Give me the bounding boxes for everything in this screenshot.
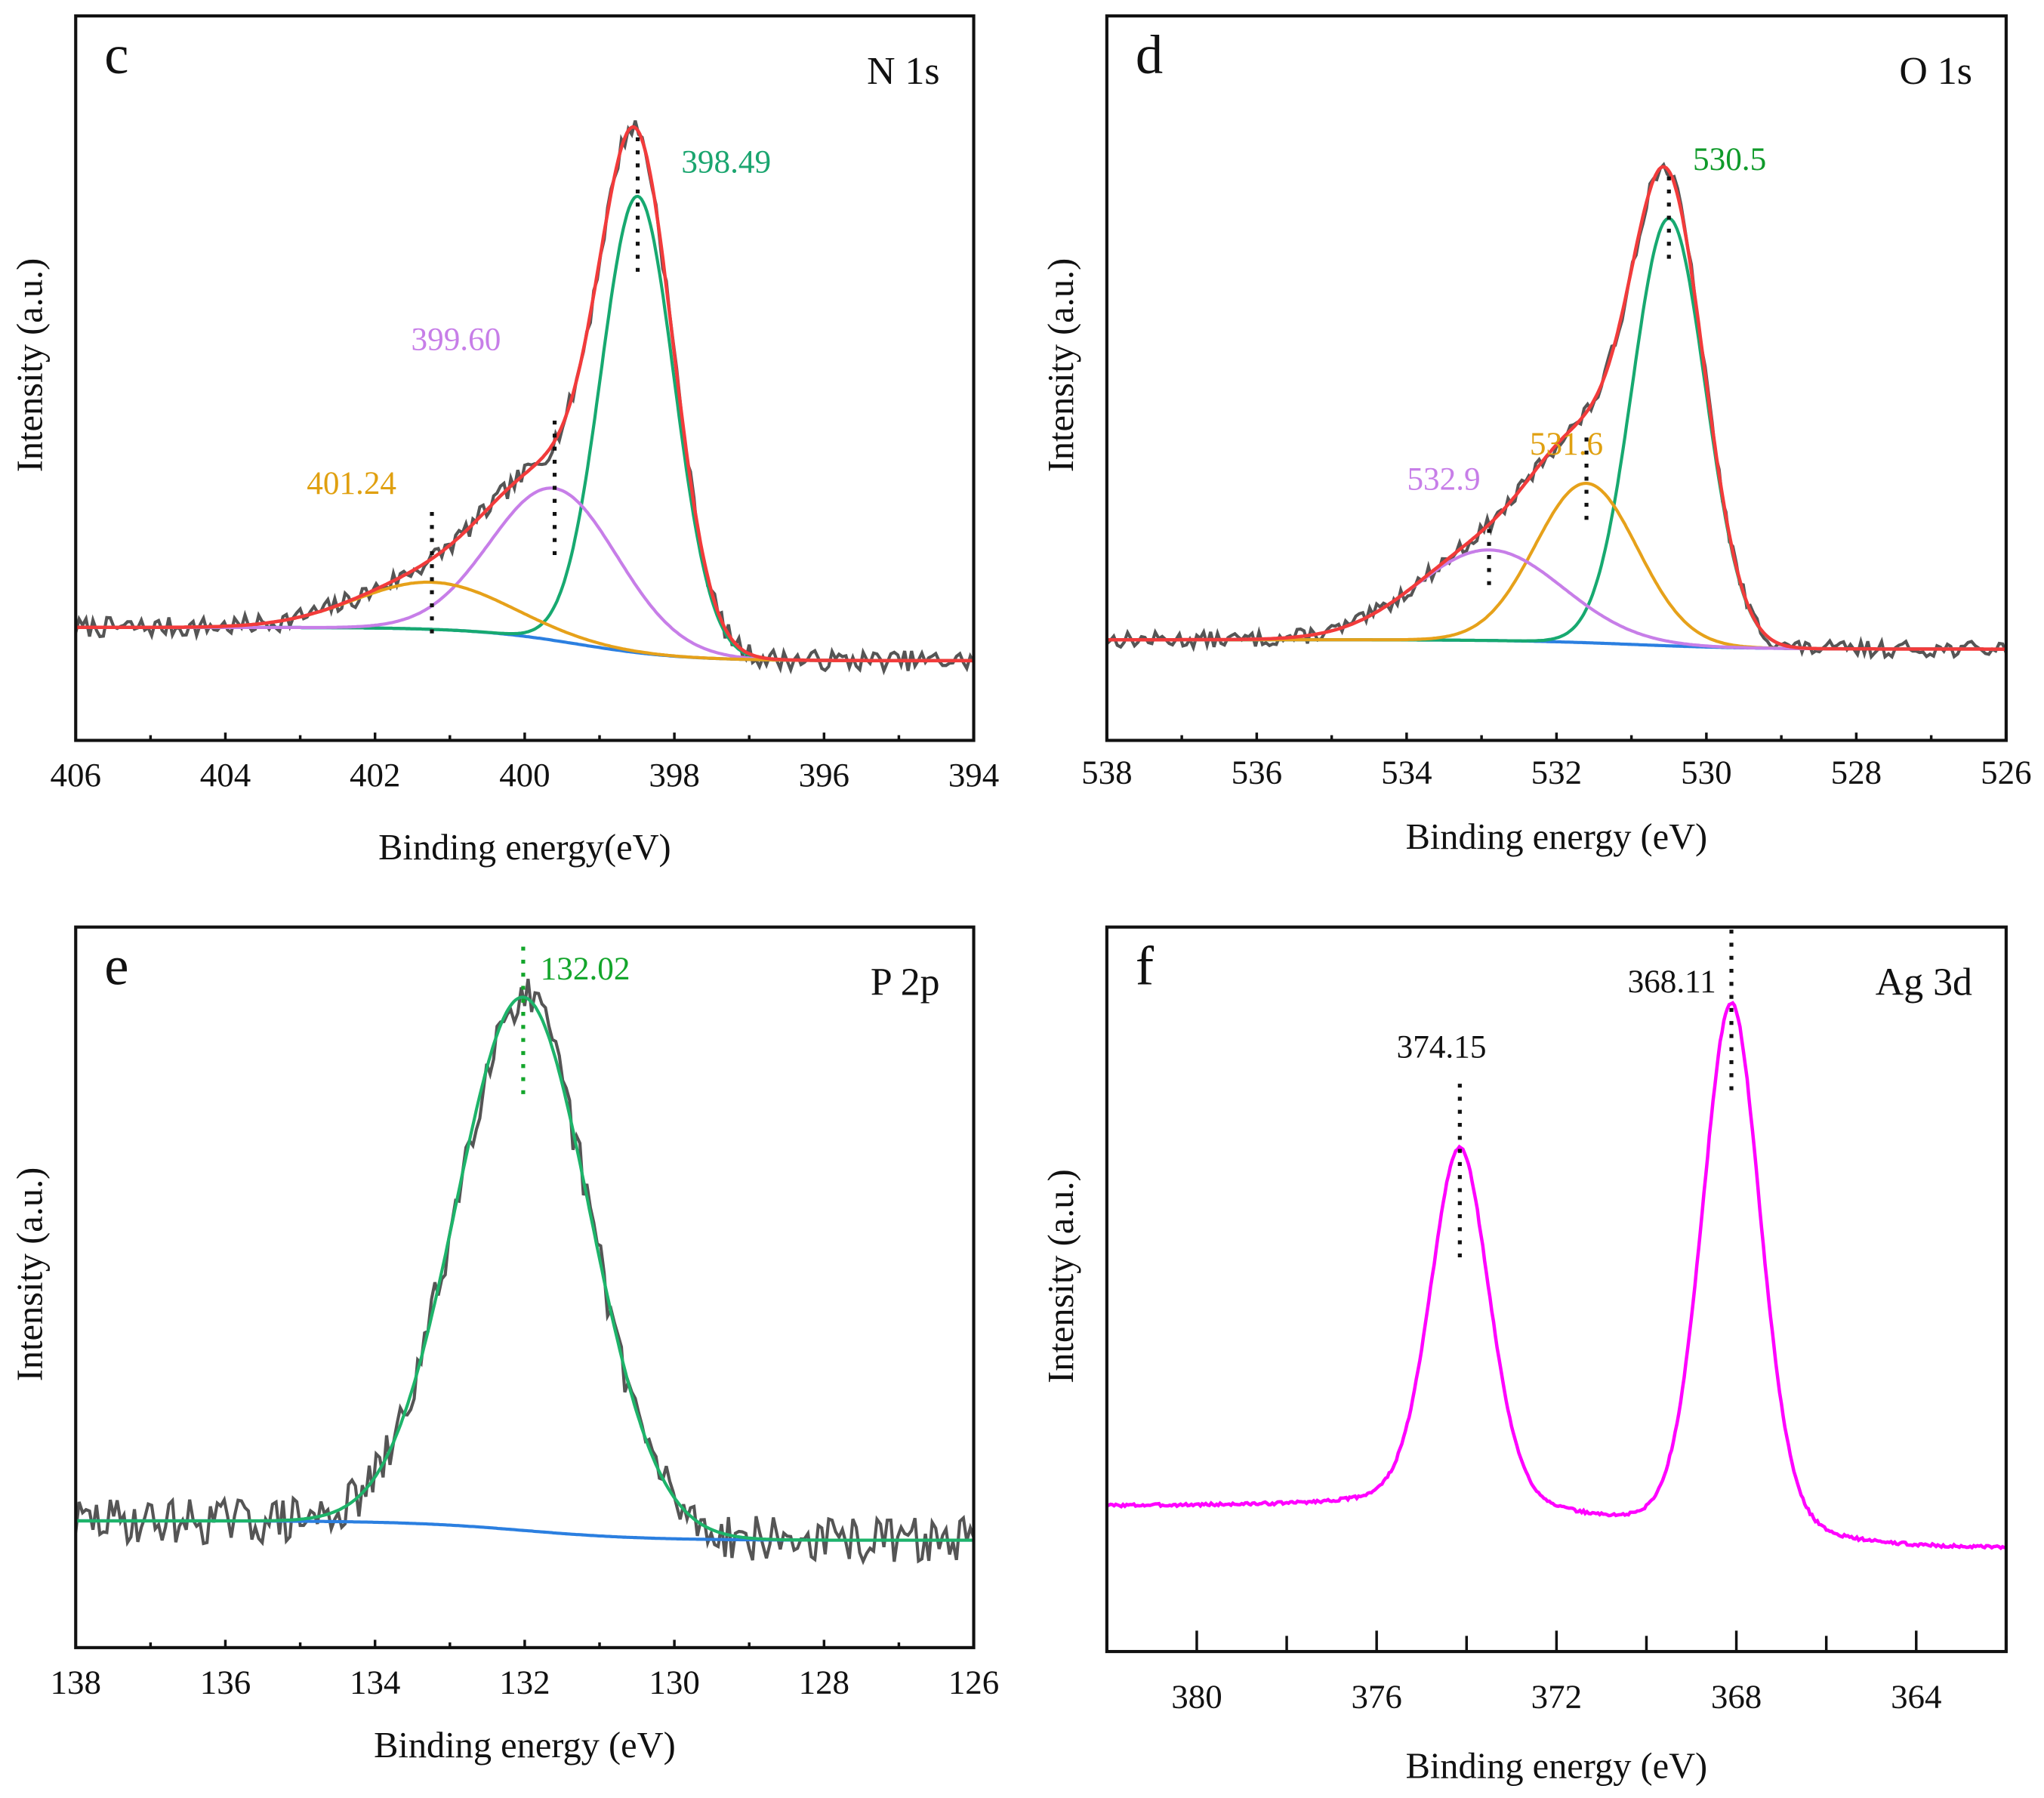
fit-component-398.49 [76,194,974,662]
x-tick-label: 138 [51,1663,101,1701]
x-tick-label: 380 [1171,1677,1222,1715]
y-axis-label: Intensity (a.u.) [10,1167,50,1382]
peak-label: 401.24 [307,465,396,501]
x-tick-label: 400 [499,756,550,794]
peak-label: 530.5 [1693,141,1766,177]
raw-data-line [76,120,974,676]
x-tick-label: 376 [1351,1677,1401,1715]
x-axis-label: Binding energy(eV) [378,828,671,868]
panel-letter: e [104,936,128,997]
fit-component-399.60 [76,486,974,662]
peak-label: 368.11 [1628,964,1716,1000]
fit-component-132.02 [76,995,974,1542]
x-tick-label: 406 [51,756,101,794]
x-tick-label: 364 [1891,1677,1941,1715]
x-tick-label: 528 [1831,754,1882,791]
fit-component-532.9 [1106,548,2006,651]
x-tick-label: 394 [948,756,999,794]
panel-d: 538 536 534 532 530 528 526 Binding energy (eV)… [1041,14,2032,857]
x-axis-label: Binding energy (eV) [1406,817,1708,857]
peak-label: 399.60 [412,322,501,358]
x-tick-label: 134 [350,1663,400,1701]
x-tick-label: 530 [1681,754,1731,791]
panel-f: 380 376 372 368 364 Binding energy (eV) Intens… [1041,925,2008,1787]
panel-e: 138 136 134 132 130 128 126 Binding energy (eV)… [10,925,999,1766]
y-axis-label: Intensity (a.u.) [1041,1169,1081,1383]
x-tick-label: 368 [1711,1677,1762,1715]
peak-label: 398.49 [681,144,771,180]
x-tick-label: 536 [1232,754,1282,791]
plot-area [1106,1001,2006,1551]
plot-area [76,120,974,676]
x-tick-label: 538 [1081,754,1132,791]
fit-component-531.6 [1106,482,2006,651]
fit-envelope-line [1106,165,2006,651]
raw-data-line [76,979,974,1565]
peak-label: 374.15 [1397,1029,1487,1066]
x-tick-label: 402 [350,756,400,794]
x-tick-label: 130 [649,1663,699,1701]
x-tick-label: 132 [499,1663,550,1701]
x-tick-label: 136 [200,1663,251,1701]
x-axis-label: Binding energy (eV) [1406,1747,1708,1787]
core-level-title: Ag 3d [1876,961,1972,1004]
x-tick-label: 534 [1381,754,1432,791]
y-axis-label: Intensity (a.u.) [1041,258,1081,473]
ag3d-spectrum-line [1106,1001,2006,1551]
core-level-title: N 1s [867,50,939,93]
plot-area [1106,162,2006,661]
x-tick-label: 526 [1981,754,2031,791]
peak-label: 132.02 [541,951,630,987]
x-axis-label: Binding energy (eV) [374,1726,676,1766]
plot-area [76,979,974,1565]
core-level-title: O 1s [1899,50,1972,93]
plot-frame [1105,925,2008,1654]
fit-component-401.24 [76,580,974,662]
x-tick-label: 398 [649,756,699,794]
panel-letter: c [104,24,128,85]
core-level-title: P 2p [871,961,940,1004]
peak-label: 532.9 [1407,461,1480,498]
peak-label: 531.6 [1530,426,1603,462]
plot-frame [1105,14,2008,742]
x-tick-label: 128 [799,1663,849,1701]
x-tick-label: 126 [948,1663,999,1701]
x-tick-label: 532 [1531,754,1582,791]
fit-envelope-line [76,125,974,663]
panel-letter: f [1136,936,1155,997]
panel-c: 406 404 402 400 398 396 394 Binding energy(eV) I… [10,14,999,868]
y-axis-label: Intensity (a.u.) [10,258,50,473]
x-tick-label: 396 [799,756,849,794]
x-tick-label: 372 [1531,1677,1582,1715]
panel-letter: d [1136,24,1163,85]
x-tick-label: 404 [200,756,251,794]
